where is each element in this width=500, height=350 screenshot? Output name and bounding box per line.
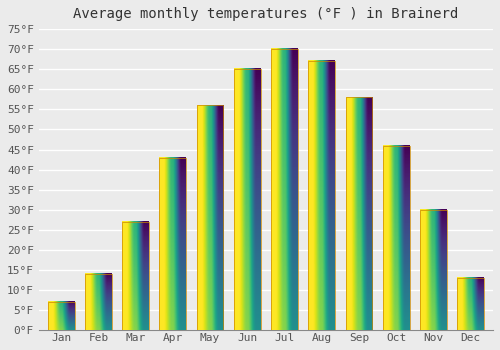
- Bar: [122, 222, 149, 330]
- Bar: [458, 278, 484, 330]
- Bar: [383, 146, 409, 330]
- Bar: [85, 274, 112, 330]
- Bar: [196, 105, 224, 330]
- Bar: [346, 97, 372, 330]
- Bar: [234, 69, 260, 330]
- Bar: [271, 49, 298, 330]
- Bar: [48, 302, 74, 330]
- Title: Average monthly temperatures (°F ) in Brainerd: Average monthly temperatures (°F ) in Br…: [74, 7, 458, 21]
- Bar: [308, 61, 335, 330]
- Bar: [420, 210, 447, 330]
- Bar: [160, 158, 186, 330]
